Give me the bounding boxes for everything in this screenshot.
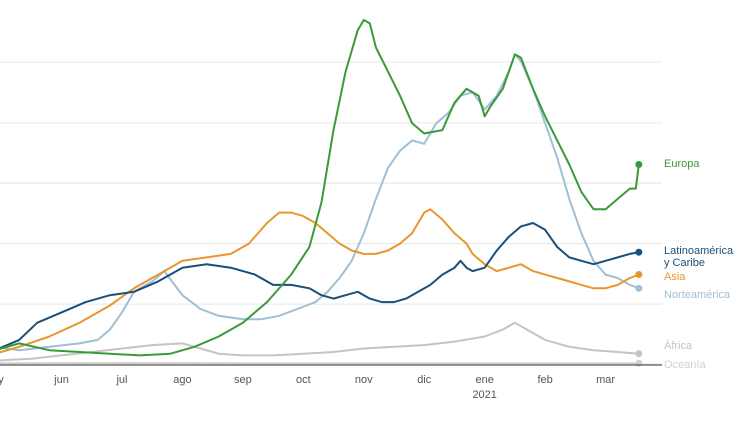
x-axis: y jun jul ago sep oct nov dic ene feb mar 2021 (0, 364, 662, 401)
x-tick-label-jun: jun (53, 374, 69, 386)
x-tick-label-sep: sep (234, 374, 252, 386)
end-markers (635, 160, 643, 367)
gridlines (0, 61, 662, 365)
series-label-africa: África (664, 339, 693, 352)
series-line-norteamerica (0, 53, 640, 352)
series-line-europa (0, 19, 640, 357)
series-line-latinoamerica-y-caribe (0, 222, 639, 350)
series-line-africa (0, 321, 639, 362)
x-tick-label-y: y (0, 374, 4, 386)
x-tick-label-ago: ago (173, 374, 191, 386)
end-marker-norteamerica (635, 284, 643, 292)
year-label: 2021 (472, 389, 496, 401)
end-marker-asia (635, 271, 643, 279)
end-marker-europa (635, 160, 643, 168)
series-line-asia (0, 208, 640, 354)
x-tick-label-jul: jul (115, 374, 127, 386)
end-marker-oceania (635, 359, 643, 367)
x-tick-label-dic: dic (417, 374, 432, 386)
series-label-norteamerica: Norteamérica (664, 289, 731, 301)
x-tick-label-feb: feb (537, 374, 552, 386)
x-tick-label-nov: nov (355, 374, 373, 386)
end-marker-latinoamerica-y-caribe (635, 248, 643, 256)
series-lines (0, 19, 640, 365)
series-label-oceania: Oceanía (664, 359, 706, 371)
end-marker-africa (635, 350, 643, 358)
series-label-latinoamerica-y-caribe-1: y Caribe (664, 257, 705, 269)
x-tick-label-ene: ene (476, 374, 494, 386)
series-label-asia: Asia (664, 271, 686, 283)
x-tick-label-mar: mar (596, 374, 615, 386)
x-tick-label-oct: oct (296, 374, 311, 386)
series-label-europa: Europa (664, 158, 700, 170)
series-label-latinoamerica-y-caribe-0: Latinoamérica (664, 245, 734, 257)
